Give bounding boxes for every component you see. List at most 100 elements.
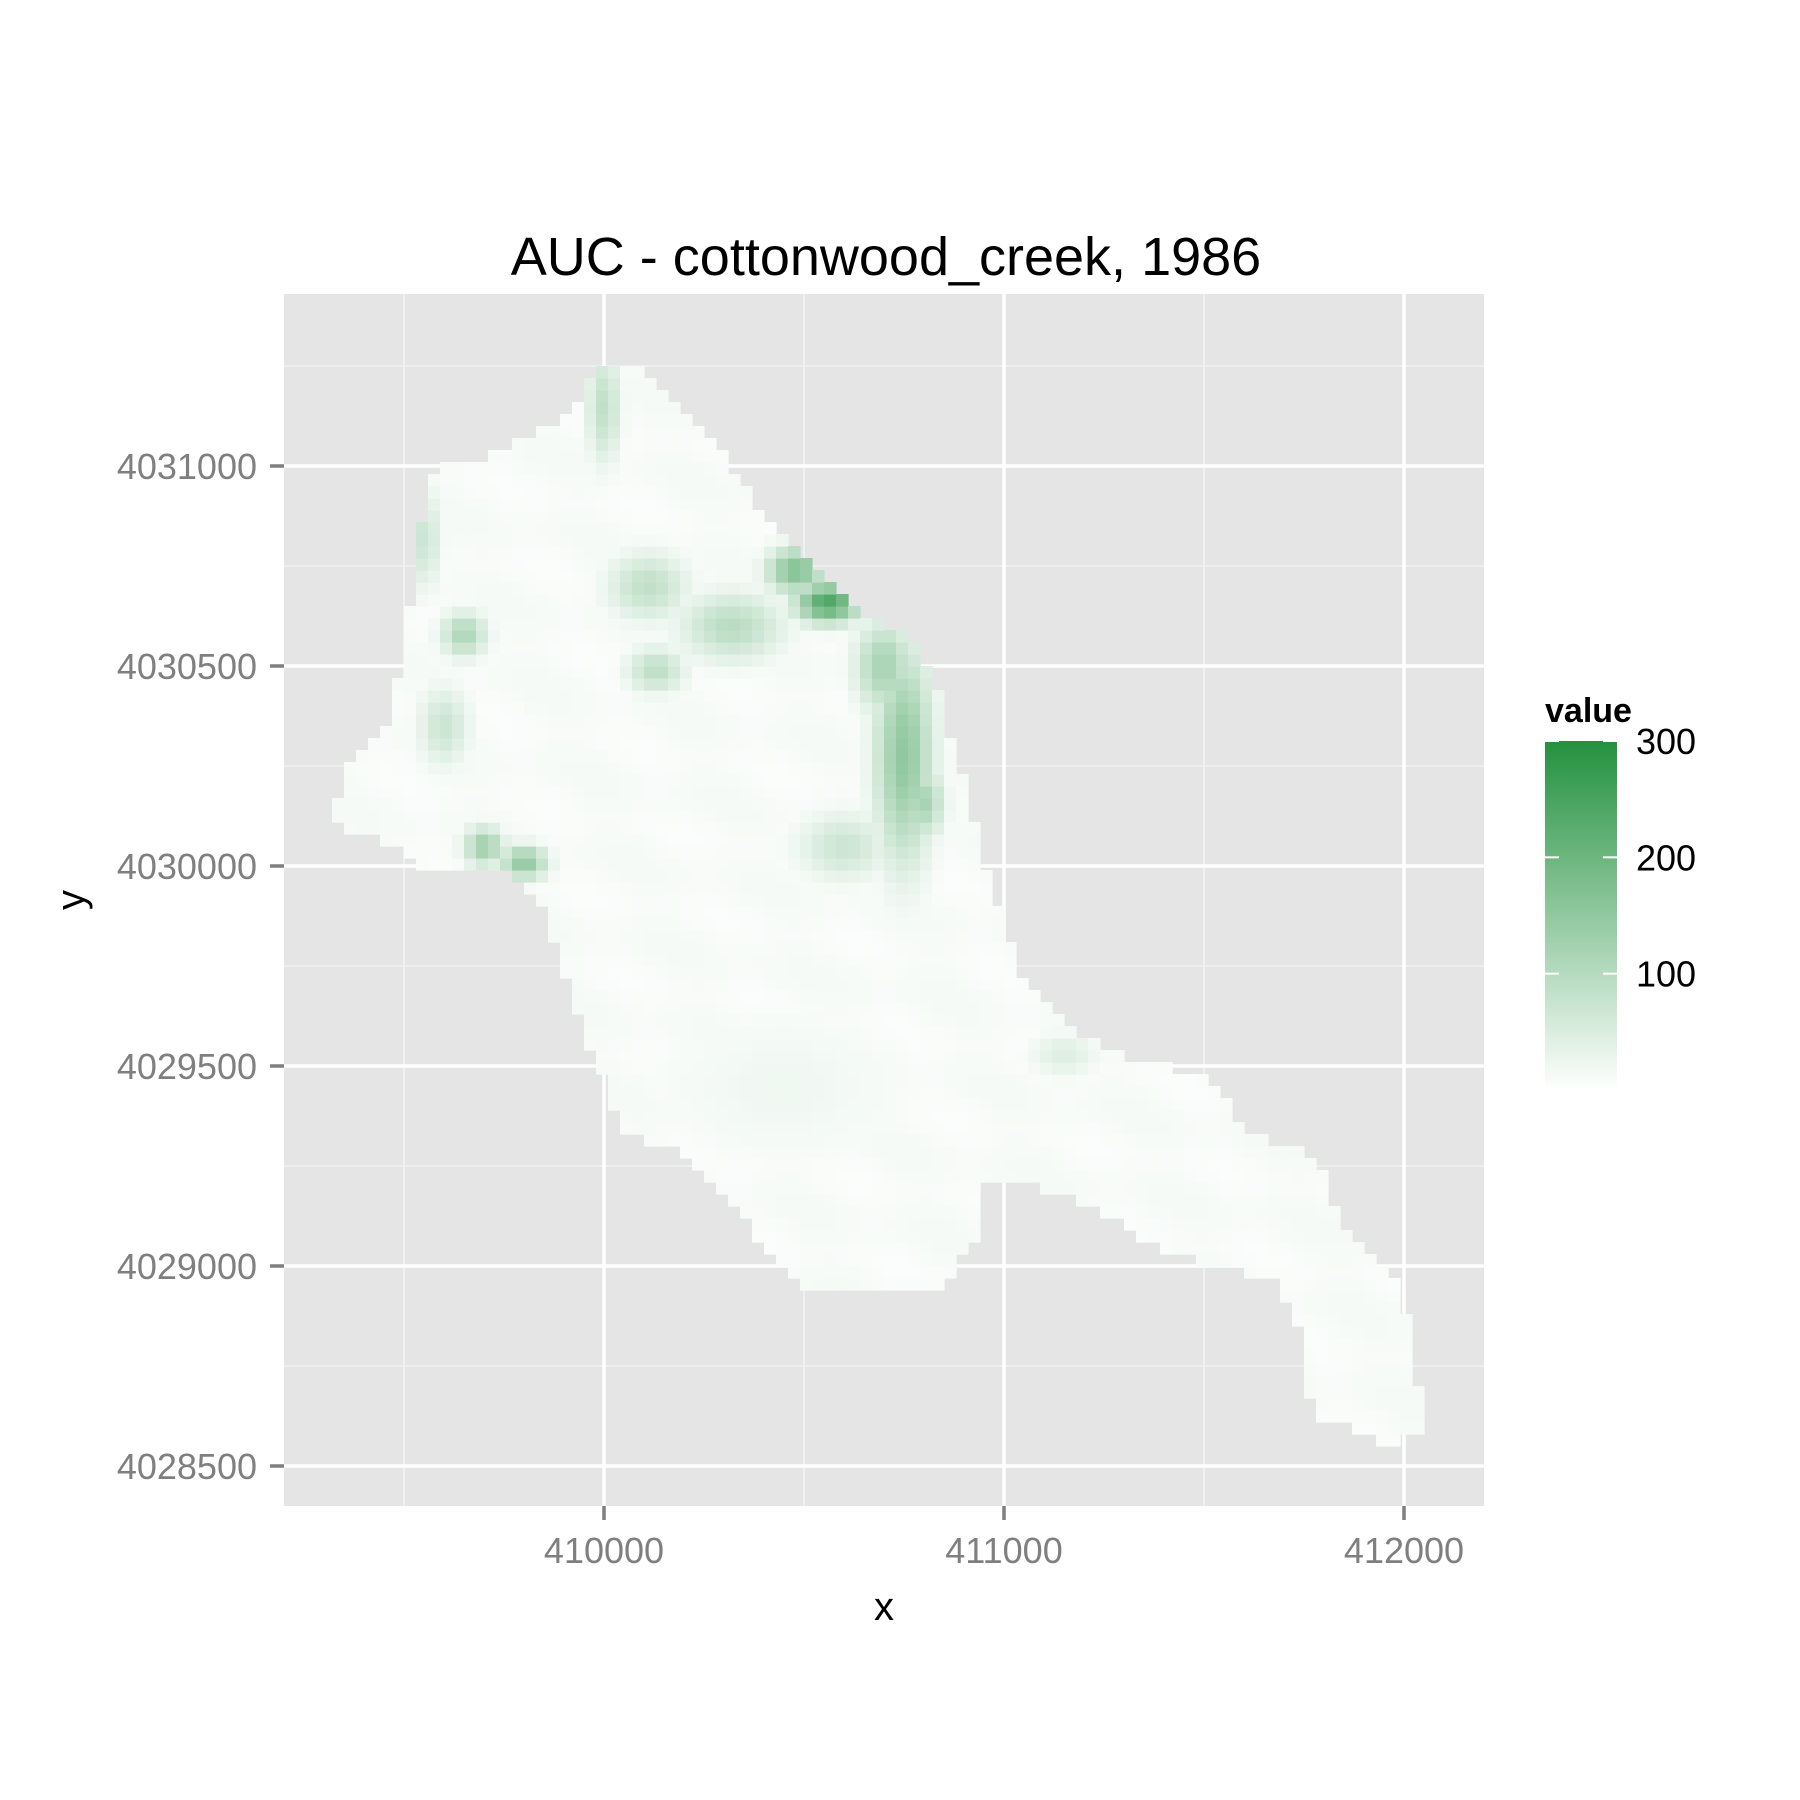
heatmap-cell [632,1062,645,1075]
heatmap-cell [920,702,933,715]
heatmap-cell [944,858,957,871]
heatmap-cell [1364,1410,1377,1423]
heatmap-cell [500,534,513,547]
heatmap-cell [488,498,501,511]
heatmap-cell [1124,1170,1137,1183]
heatmap-cell [428,522,441,535]
heatmap-cell [620,510,633,523]
heatmap-cell [584,390,597,403]
heatmap-cell [836,690,849,703]
heatmap-cell [560,894,573,907]
heatmap-cell [980,1086,993,1099]
heatmap-cell [980,894,993,907]
heatmap-cell [764,1038,777,1051]
heatmap-cell [740,690,753,703]
heatmap-cell [1148,1134,1161,1147]
heatmap-cell [764,1230,777,1243]
heatmap-cell [560,498,573,511]
heatmap-cell [824,738,837,751]
heatmap-cell [500,462,513,475]
heatmap-cell [812,810,825,823]
heatmap-cell [692,882,705,895]
heatmap-cell [404,834,417,847]
heatmap-cell [908,954,921,967]
heatmap-cell [1376,1338,1389,1351]
heatmap-cell [560,870,573,883]
heatmap-cell [788,1062,801,1075]
heatmap-cell [632,426,645,439]
heatmap-cell [632,918,645,931]
heatmap-cell [416,822,429,835]
heatmap-cell [560,846,573,859]
heatmap-cell [848,750,861,763]
heatmap-cell [1004,966,1017,979]
heatmap-cell [656,846,669,859]
heatmap-cell [848,786,861,799]
heatmap-cell [692,822,705,835]
heatmap-cell [632,450,645,463]
heatmap-cell [872,798,885,811]
heatmap-cell [992,1062,1005,1075]
heatmap-cell [692,918,705,931]
heatmap-cell [848,762,861,775]
heatmap-cell [596,546,609,559]
heatmap-cell [656,1134,669,1147]
heatmap-cell [848,954,861,967]
heatmap-cell [488,510,501,523]
heatmap-cell [476,474,489,487]
heatmap-cell [596,390,609,403]
heatmap-cell [860,930,873,943]
heatmap-cell [548,762,561,775]
heatmap-cell [1136,1230,1149,1243]
heatmap-cell [536,678,549,691]
heatmap-cell [1076,1110,1089,1123]
heatmap-cell [848,606,861,619]
heatmap-cell [788,738,801,751]
heatmap-cell [800,1014,813,1027]
heatmap-cell [452,486,465,499]
heatmap-cell [572,774,585,787]
heatmap-cell [776,1134,789,1147]
heatmap-cell [932,882,945,895]
heatmap-cell [752,954,765,967]
heatmap-cell [1196,1230,1209,1243]
heatmap-cell [908,1170,921,1183]
heatmap-cell [608,690,621,703]
heatmap-cell [524,750,537,763]
heatmap-cell [536,438,549,451]
heatmap-cell [1064,1026,1077,1039]
heatmap-cell [1112,1050,1125,1063]
heatmap-cell [1328,1278,1341,1291]
heatmap-cell [596,414,609,427]
heatmap-cell [740,1050,753,1063]
heatmap-cell [896,978,909,991]
heatmap-cell [596,618,609,631]
heatmap-cell [488,486,501,499]
heatmap-cell [752,1062,765,1075]
heatmap-cell [704,498,717,511]
heatmap-cell [632,894,645,907]
heatmap-cell [656,762,669,775]
heatmap-cell [1088,1158,1101,1171]
heatmap-cell [536,582,549,595]
heatmap-cell [632,474,645,487]
heatmap-cell [764,810,777,823]
heatmap-cell [824,1014,837,1027]
heatmap-cell [596,714,609,727]
heatmap-cell [644,426,657,439]
heatmap-cell [572,714,585,727]
heatmap-cell [692,618,705,631]
heatmap-cell [1004,1122,1017,1135]
heatmap-cell [632,750,645,763]
heatmap-cell [728,1170,741,1183]
heatmap-cell [968,978,981,991]
heatmap-cell [800,990,813,1003]
heatmap-cell [812,1134,825,1147]
heatmap-cell [1220,1230,1233,1243]
heatmap-cell [500,654,513,667]
heatmap-cell [848,1134,861,1147]
heatmap-cell [620,870,633,883]
heatmap-cell [680,942,693,955]
heatmap-cell [716,882,729,895]
heatmap-cell [1100,1110,1113,1123]
